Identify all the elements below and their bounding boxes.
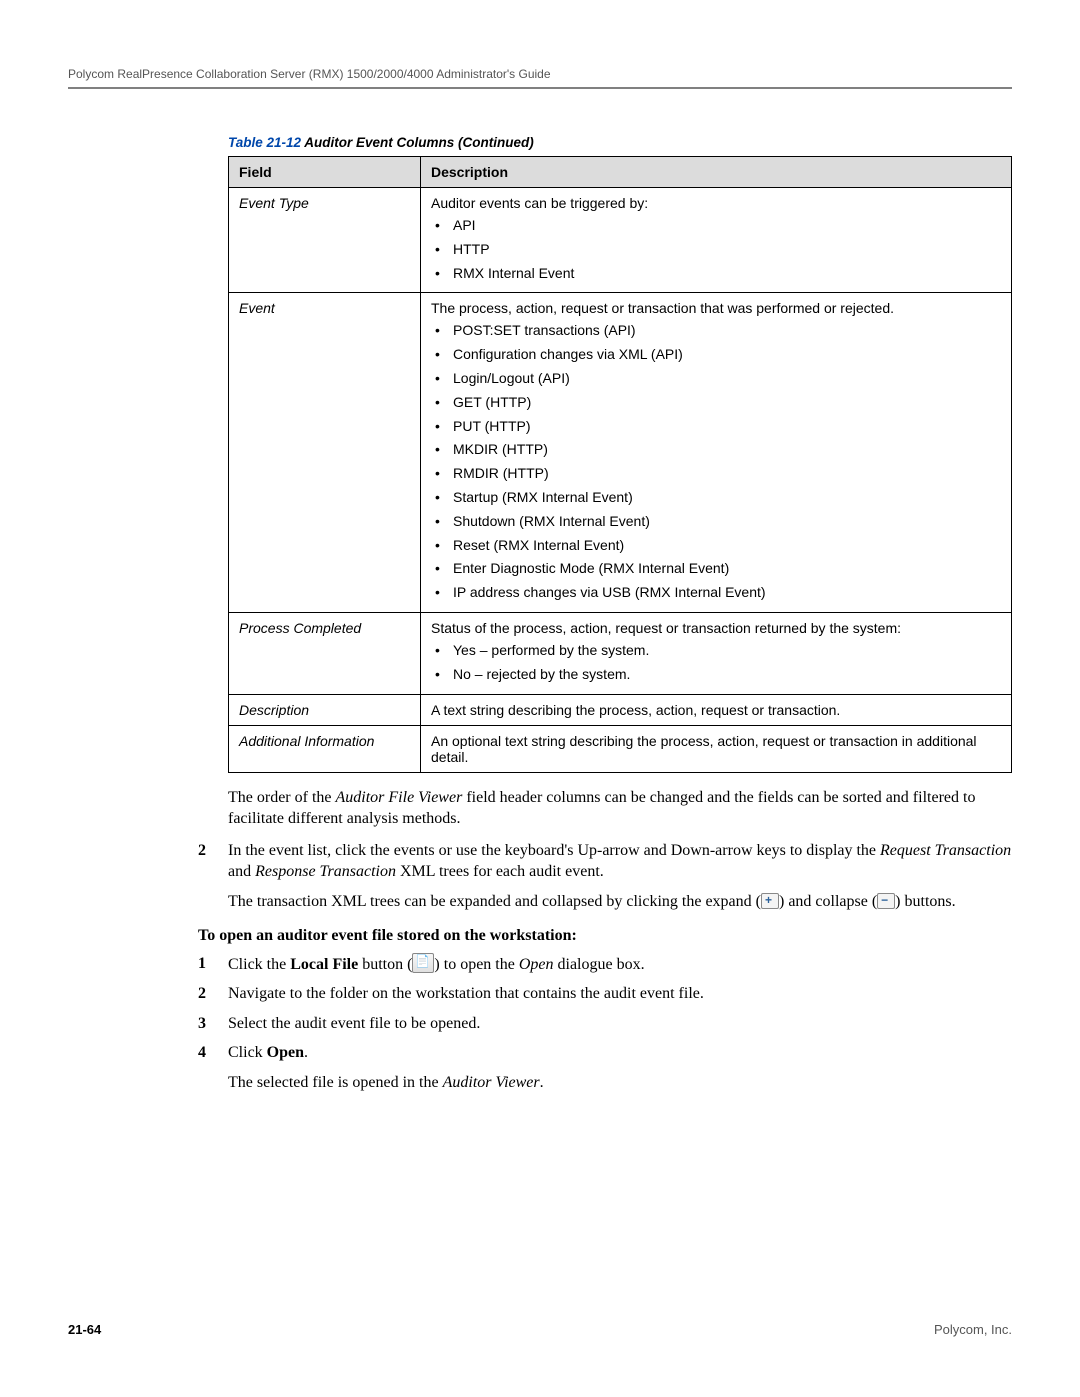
text: button ( — [358, 956, 412, 973]
step-number: 2 — [198, 983, 218, 1005]
text: and — [228, 863, 255, 880]
text-bold: Open — [267, 1044, 304, 1061]
list-item: Enter Diagnostic Mode (RMX Internal Even… — [431, 557, 1001, 581]
paragraph-intro: The order of the Auditor File Viewer fie… — [228, 787, 1012, 830]
text: Select the audit event file to be opened… — [228, 1013, 1012, 1035]
page-footer: 21-64 Polycom, Inc. — [68, 1322, 1012, 1337]
list-item: Yes – performed by the system. — [431, 639, 1001, 663]
table-row: Process Completed Status of the process, … — [229, 612, 1012, 694]
text: In the event list, click the events or u… — [228, 842, 880, 859]
text: dialogue box. — [554, 956, 645, 973]
list-item: GET (HTTP) — [431, 391, 1001, 415]
cell-field: Process Completed — [229, 612, 421, 694]
cell-description: An optional text string describing the p… — [421, 725, 1012, 772]
list-item: POST:SET transactions (API) — [431, 319, 1001, 343]
collapse-icon — [877, 893, 895, 909]
list-item: API — [431, 214, 1001, 238]
text: ) to open the — [434, 956, 518, 973]
text: XML trees for each audit event. — [396, 863, 604, 880]
list-item: No – rejected by the system. — [431, 663, 1001, 687]
step-number: 2 — [198, 840, 218, 862]
cell-intro-text: A text string describing the process, ac… — [431, 702, 1001, 718]
table-caption-label: Table 21-12 — [228, 135, 301, 150]
th-field: Field — [229, 157, 421, 188]
cell-intro-text: The process, action, request or transact… — [431, 300, 1001, 316]
main-step-2: 2 In the event list, click the events or… — [198, 840, 1012, 913]
subheading: To open an auditor event file stored on … — [198, 927, 1012, 945]
list-item: IP address changes via USB (RMX Internal… — [431, 581, 1001, 605]
cell-bullet-list: Yes – performed by the system.No – rejec… — [431, 639, 1001, 687]
step-number: 4 — [198, 1042, 218, 1064]
list-item: MKDIR (HTTP) — [431, 438, 1001, 462]
text-italic: Auditor File Viewer — [336, 789, 463, 806]
text: The selected file is opened in the — [228, 1074, 443, 1091]
text: . — [304, 1044, 308, 1061]
footer-company: Polycom, Inc. — [934, 1322, 1012, 1337]
text-bold: Local File — [290, 956, 358, 973]
cell-description: Auditor events can be triggered by: APIHT… — [421, 188, 1012, 293]
cell-intro-text: An optional text string describing the p… — [431, 733, 1001, 765]
table-caption: Table 21-12 Auditor Event Columns (Conti… — [228, 135, 1012, 150]
cell-field: Event Type — [229, 188, 421, 293]
text-italic: Response Transaction — [255, 863, 396, 880]
table-row: Additional Information An optional text s… — [229, 725, 1012, 772]
text: ) buttons. — [895, 893, 955, 910]
text: Click the — [228, 956, 290, 973]
text-italic: Open — [519, 956, 554, 973]
step-number: 3 — [198, 1013, 218, 1035]
cell-intro-text: Status of the process, action, request o… — [431, 620, 1001, 636]
content-area: Table 21-12 Auditor Event Columns (Conti… — [0, 89, 1080, 1093]
list-item: Startup (RMX Internal Event) — [431, 486, 1001, 510]
cell-intro-text: Auditor events can be triggered by: — [431, 195, 1001, 211]
cell-field: Event — [229, 293, 421, 613]
step-1: 1 Click the Local File button ( ) to open… — [198, 953, 1012, 976]
text: The order of the — [228, 789, 336, 806]
list-item: Login/Logout (API) — [431, 367, 1001, 391]
cell-bullet-list: POST:SET transactions (API)Configuration… — [431, 319, 1001, 605]
step-4: 4 Click Open. The selected file is opene… — [198, 1042, 1012, 1093]
step-number: 1 — [198, 953, 218, 975]
text: Click — [228, 1044, 267, 1061]
list-item: Reset (RMX Internal Event) — [431, 534, 1001, 558]
cell-field: Description — [229, 694, 421, 725]
table-row: Event The process, action, request or tra… — [229, 293, 1012, 613]
cell-field: Additional Information — [229, 725, 421, 772]
table-header-row: Field Description — [229, 157, 1012, 188]
text-italic: Auditor Viewer — [443, 1074, 540, 1091]
local-file-button-icon — [412, 953, 434, 973]
th-description: Description — [421, 157, 1012, 188]
list-item: Configuration changes via XML (API) — [431, 343, 1001, 367]
list-item: Shutdown (RMX Internal Event) — [431, 510, 1001, 534]
expand-icon — [761, 893, 779, 909]
cell-description: A text string describing the process, ac… — [421, 694, 1012, 725]
table-caption-title: Auditor Event Columns (Continued) — [301, 135, 534, 150]
list-item: RMDIR (HTTP) — [431, 462, 1001, 486]
table-row: Event TypeAuditor events can be triggere… — [229, 188, 1012, 293]
text: . — [540, 1074, 544, 1091]
page-number: 21-64 — [68, 1322, 101, 1337]
step-3: 3 Select the audit event file to be open… — [198, 1013, 1012, 1035]
text: The transaction XML trees can be expande… — [228, 893, 761, 910]
cell-description: Status of the process, action, request o… — [421, 612, 1012, 694]
cell-description: The process, action, request or transact… — [421, 293, 1012, 613]
list-item: RMX Internal Event — [431, 262, 1001, 286]
step-2: 2 Navigate to the folder on the workstat… — [198, 983, 1012, 1005]
list-item: HTTP — [431, 238, 1001, 262]
text: Navigate to the folder on the workstatio… — [228, 983, 1012, 1005]
cell-bullet-list: APIHTTPRMX Internal Event — [431, 214, 1001, 285]
page-header: Polycom RealPresence Collaboration Serve… — [0, 0, 1080, 81]
text: ) and collapse ( — [779, 893, 877, 910]
auditor-event-columns-table: Field Description Event TypeAuditor even… — [228, 156, 1012, 773]
table-row: Description A text string describing the … — [229, 694, 1012, 725]
list-item: PUT (HTTP) — [431, 415, 1001, 439]
text-italic: Request Transaction — [880, 842, 1011, 859]
